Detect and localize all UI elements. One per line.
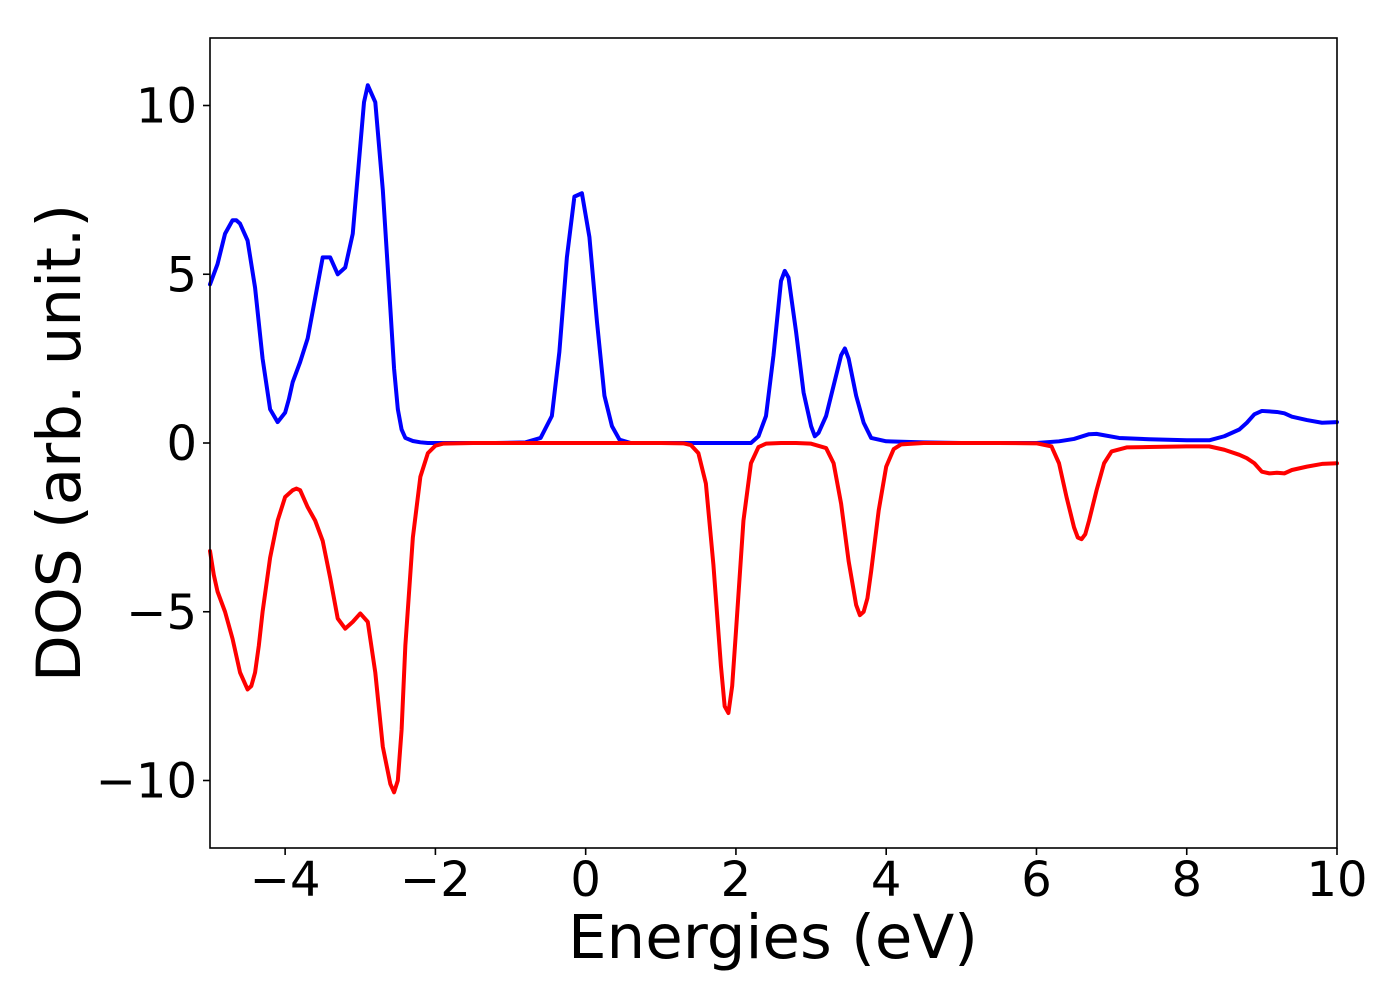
x-tick-label: 8 <box>1171 852 1202 908</box>
x-tick-label: 2 <box>721 852 752 908</box>
dos-series-line-2 <box>208 441 1339 795</box>
x-tick-label: −4 <box>250 852 321 908</box>
x-tick-label: 6 <box>1021 852 1052 908</box>
y-tick-label: 5 <box>166 247 197 303</box>
x-tick-label: −2 <box>400 852 471 908</box>
y-tick-label: −5 <box>126 585 197 641</box>
x-tick-label: 10 <box>1306 852 1367 908</box>
y-tick-label: −10 <box>96 754 197 810</box>
y-tick-label: 10 <box>136 79 197 135</box>
y-tick-label: 0 <box>166 416 197 472</box>
x-tick-label: 0 <box>570 852 601 908</box>
x-axis-ticks: −4 −2 0 2 4 6 8 10 <box>250 848 1368 908</box>
y-axis-label: DOS (arb. unit.) <box>24 204 95 682</box>
x-tick-label: 4 <box>871 852 902 908</box>
plot-frame <box>209 37 1338 849</box>
y-axis-ticks: −10 −5 0 5 10 <box>96 79 210 810</box>
x-axis-label: Energies (eV) <box>568 902 978 973</box>
dos-series-line-1 <box>208 83 1339 445</box>
plot-area <box>208 83 1339 795</box>
